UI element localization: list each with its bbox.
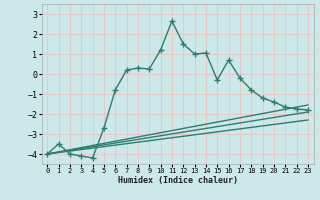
X-axis label: Humidex (Indice chaleur): Humidex (Indice chaleur) xyxy=(118,176,237,185)
